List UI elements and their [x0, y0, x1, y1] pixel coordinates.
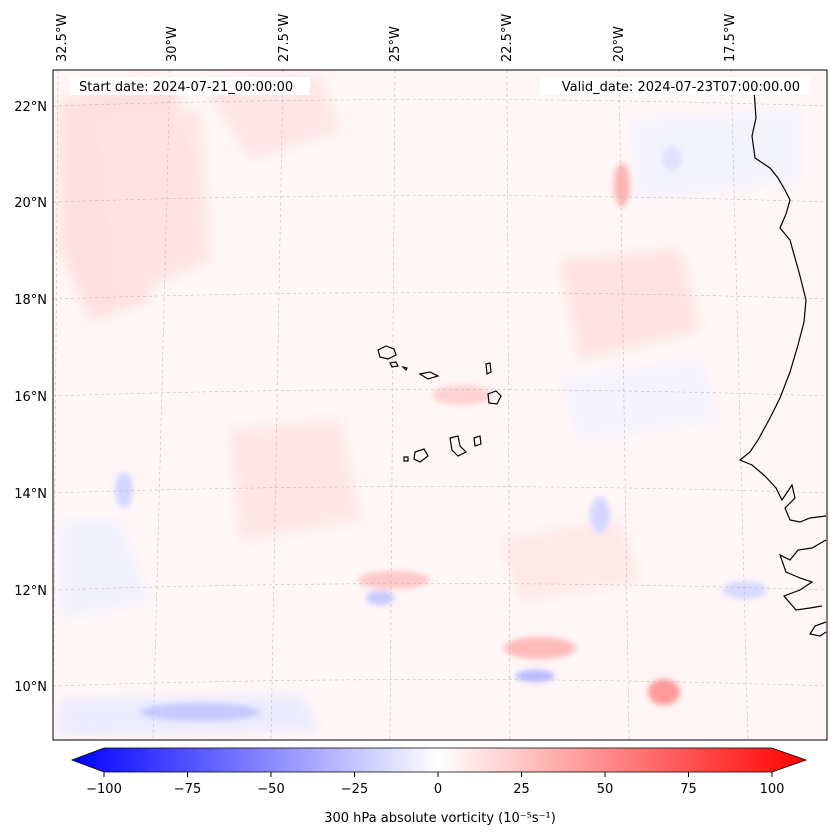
lat-label: 12°N — [14, 584, 47, 599]
lat-label: 16°N — [14, 390, 47, 405]
lat-label: 18°N — [14, 293, 47, 308]
lat-label: 14°N — [14, 487, 47, 502]
colorbar-tick-label: −50 — [257, 782, 284, 797]
coastlines — [377, 89, 827, 637]
valid-date-label: Valid_date: 2024-07-23T07:00:00.00 — [562, 80, 800, 95]
colorbar-tick-label: −75 — [174, 782, 201, 797]
colorbar-tick-label: 75 — [680, 782, 697, 797]
lon-label: 27.5°W — [277, 14, 292, 62]
lon-label: 32.5°W — [55, 14, 70, 62]
colorbar-label: 300 hPa absolute vorticity (10⁻⁵s⁻¹) — [324, 811, 556, 826]
longitude-labels: 32.5°W 30°W 27.5°W 25°W 22.5°W 20°W 17.5… — [55, 14, 738, 62]
colorbar-tick-label: 100 — [760, 782, 785, 797]
cape-verde-islands — [377, 345, 502, 463]
colorbar-bar — [70, 747, 808, 773]
lon-label: 30°W — [165, 26, 180, 62]
lon-label: 17.5°W — [723, 14, 738, 62]
valid-date-box — [540, 77, 810, 95]
lat-label: 20°N — [14, 196, 47, 211]
lon-label: 25°W — [388, 26, 403, 62]
lat-label: 10°N — [14, 680, 47, 695]
lat-label: 22°N — [14, 100, 47, 115]
colorbar-tick-label: 25 — [513, 782, 530, 797]
latitude-labels: 22°N 20°N 18°N 16°N 14°N 12°N 10°N — [14, 100, 47, 695]
graticule — [53, 70, 827, 740]
colorbar-tick-label: −25 — [341, 782, 368, 797]
colorbar: −100 −75 −50 −25 0 25 50 75 100 300 hPa … — [70, 747, 808, 826]
colorbar-tick-label: 0 — [434, 782, 442, 797]
map-frame — [52, 69, 828, 741]
colorbar-tick-label: 50 — [597, 782, 614, 797]
vorticity-field — [60, 75, 800, 735]
lon-label: 20°W — [612, 26, 627, 62]
map-panel: Start date: 2024-07-21_00:00:00 Valid_da… — [53, 70, 827, 740]
start-date-box — [70, 77, 310, 95]
lon-label: 22.5°W — [500, 14, 515, 62]
africa-coastline — [738, 89, 827, 637]
colorbar-tick-label: −100 — [86, 782, 122, 797]
colorbar-ticks — [103, 772, 773, 777]
start-date-label: Start date: 2024-07-21_00:00:00 — [79, 80, 293, 95]
